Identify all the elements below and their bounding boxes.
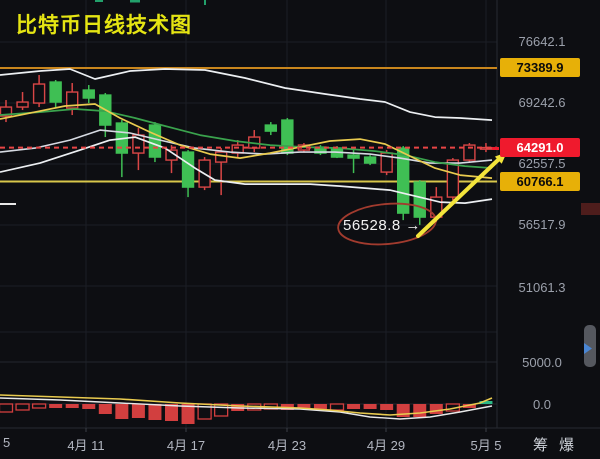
time-tick-label: 4月 23: [267, 438, 307, 453]
current-price-badge: 64291.0: [500, 138, 580, 157]
time-tick-label: 5月 5: [470, 438, 502, 453]
indicator-lines: [0, 394, 493, 420]
time-tick-label: 4月 11: [67, 438, 105, 453]
time-tick-label: 4月 17: [166, 438, 206, 453]
page-title: 比特币日线技术图: [16, 14, 192, 37]
price-tick-label: 51061.3: [518, 280, 566, 295]
scrollbar-thumb[interactable]: [584, 325, 596, 367]
resistance-price-badge: 73389.9: [500, 58, 580, 77]
volume-histogram: [0, 401, 493, 424]
price-tick-label: 62557.5: [518, 156, 566, 171]
time-tick-label: 5: [3, 435, 11, 450]
trend-arrow: [416, 152, 507, 238]
burst-button[interactable]: 爆: [559, 437, 575, 454]
basis-line: [0, 129, 493, 164]
lower-band-line: [0, 136, 493, 204]
support-price-badge: 60766.1: [500, 172, 580, 191]
scroll-right-icon[interactable]: [584, 343, 592, 354]
price-tick-label: 69242.6: [518, 95, 566, 110]
indicator-white-line: [0, 397, 493, 420]
indicator-yellow-line: [0, 394, 493, 416]
time-tick-label: 4月 29: [366, 438, 406, 453]
low-annotation: 56528.8 →: [343, 217, 421, 234]
price-tick-label: 5000.0: [522, 355, 562, 370]
price-tick-label: 76642.1: [518, 34, 566, 49]
current-price-tick-icon: [492, 147, 499, 150]
chips-button[interactable]: 筹: [533, 437, 549, 454]
candlestick-series: [0, 75, 493, 225]
price-tick-label: 0.0: [532, 397, 552, 412]
misc-marks: [0, 0, 600, 367]
right-edge-marker: [581, 203, 600, 215]
ma-and-band-lines: [0, 68, 493, 204]
upper-band-line: [0, 68, 493, 121]
green-ma-line: [0, 108, 493, 169]
price-tick-label: 56517.9: [518, 217, 566, 232]
yellow-ma-line: [0, 103, 493, 179]
